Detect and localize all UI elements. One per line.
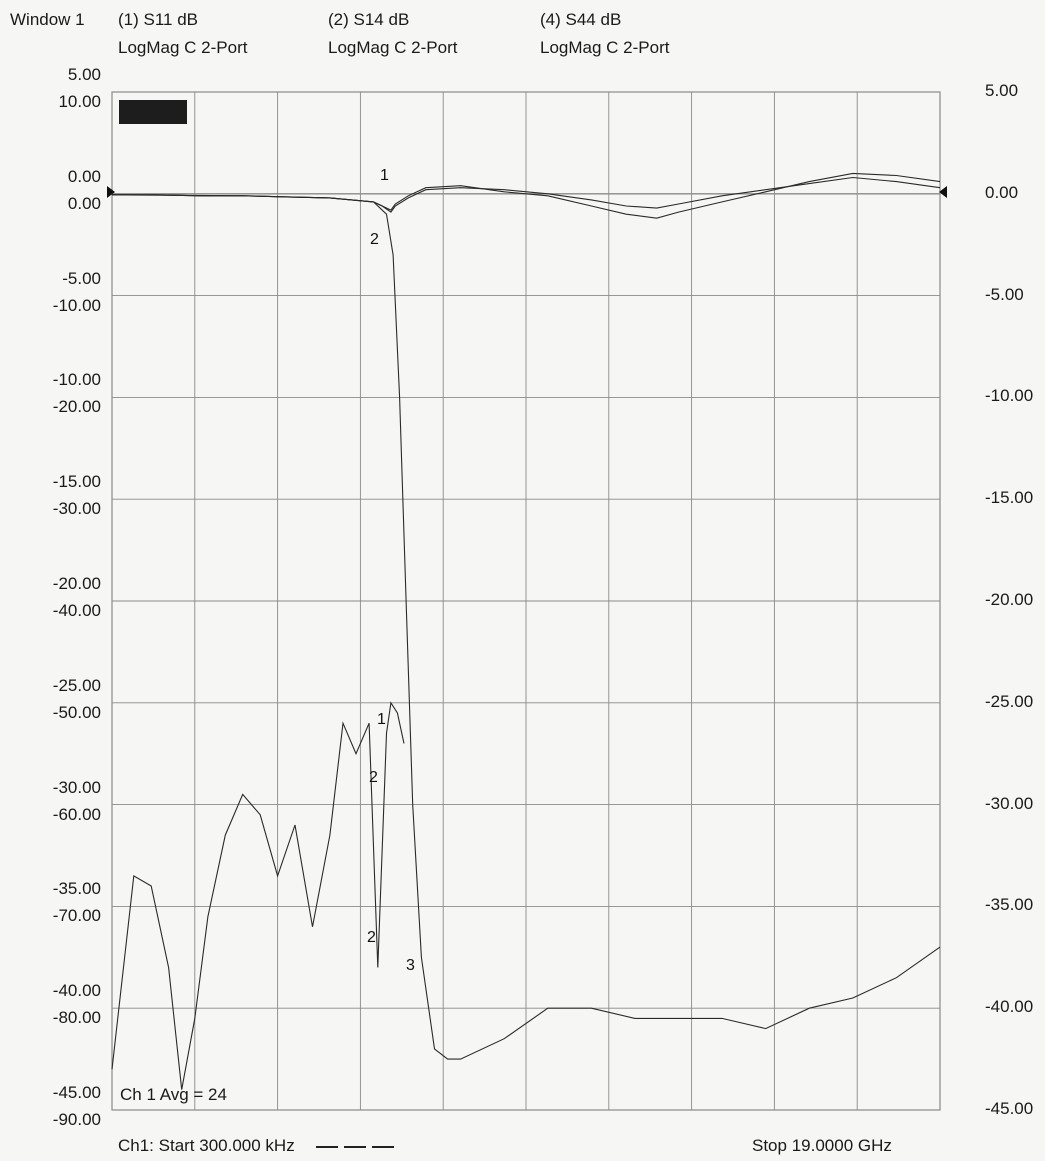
y-tick-left-inner: -70.00 <box>52 906 101 926</box>
sweep-start[interactable]: Ch1: Start 300.000 kHz <box>118 1136 397 1156</box>
marker-label: 2 <box>370 231 379 248</box>
averaging-readout: Ch 1 Avg = 24 <box>120 1085 227 1104</box>
y-tick-right: -5.00 <box>985 284 1024 304</box>
reference-arrow-left <box>107 186 115 198</box>
y-tick-left-outer: 5.00 <box>67 65 101 84</box>
y-tick-right: 5.00 <box>985 81 1019 100</box>
trace-2-format: LogMag C 2-Port <box>328 38 458 57</box>
y-tick-right: -15.00 <box>985 488 1034 508</box>
y-tick-right: -25.00 <box>985 691 1034 711</box>
y-tick-left-inner: -30.00 <box>52 499 101 519</box>
y-tick-left-outer: 0.00 <box>67 166 101 186</box>
y-tick-right: -10.00 <box>985 386 1034 406</box>
trace-2-id: (2) <box>328 10 349 29</box>
y-tick-left-outer: -35.00 <box>52 879 101 899</box>
y-tick-left-outer: -25.00 <box>52 675 101 695</box>
y-tick-left-inner: -60.00 <box>52 804 101 824</box>
y-tick-left-inner: -90.00 <box>52 1110 101 1129</box>
trace-line <box>111 701 405 1090</box>
trace-4-id: (4) <box>540 10 561 29</box>
trace-group <box>111 172 941 1090</box>
y-tick-left-inner: -40.00 <box>52 601 101 620</box>
marker-label: 2 <box>369 769 378 786</box>
trace-line <box>111 194 941 1060</box>
y-tick-left-inner: 10.00 <box>58 92 101 111</box>
sweep-start-text: Ch1: Start 300.000 kHz <box>118 1136 295 1155</box>
y-tick-left-inner: -10.00 <box>52 295 101 315</box>
y-tick-left-outer: -30.00 <box>52 777 101 797</box>
y-tick-right: -20.00 <box>985 590 1034 609</box>
marker-label: 2 <box>367 929 376 946</box>
y-tick-left-outer: -5.00 <box>62 268 101 288</box>
trace-1-id: (1) <box>118 10 139 29</box>
trace-1-name: S11 dB <box>143 10 199 29</box>
y-tick-left-inner: -80.00 <box>52 1008 101 1028</box>
y-tick-left-outer: -20.00 <box>52 574 101 593</box>
window-label: Window 1 <box>10 10 85 29</box>
y-tick-right: -35.00 <box>985 895 1034 915</box>
plot-grid <box>111 91 941 1111</box>
sweep-stop[interactable]: Stop 19.0000 GHz <box>752 1136 892 1155</box>
trace-1-param[interactable]: (1) S11 dB <box>118 10 198 30</box>
y-tick-right: -40.00 <box>985 997 1034 1017</box>
y-tick-right: -30.00 <box>985 793 1034 813</box>
marker-group: 1 2 1 2 2 3 <box>367 167 415 974</box>
trace-2-param[interactable]: (2) S14 dB <box>328 10 409 30</box>
y-tick-left-outer: -15.00 <box>52 472 101 492</box>
reference-arrow-right <box>939 186 947 198</box>
y-tick-right: 0.00 <box>985 182 1019 202</box>
trace-4-name: S44 dB <box>565 10 622 29</box>
y-tick-left-inner: -50.00 <box>52 702 101 722</box>
trace-1-format: LogMag C 2-Port <box>118 38 248 57</box>
trace-4-format: LogMag C 2-Port <box>540 38 670 57</box>
active-window-badge <box>119 100 187 124</box>
marker-label: 1 <box>377 711 386 728</box>
dash-icon <box>313 1136 397 1155</box>
y-tick-left-outer: -45.00 <box>52 1083 101 1102</box>
marker-label: 3 <box>406 957 415 974</box>
y-tick-left-outer: -40.00 <box>52 981 101 1001</box>
y-tick-left-inner: -20.00 <box>52 397 101 417</box>
marker-label: 1 <box>380 167 389 184</box>
y-tick-right: -45.00 <box>985 1099 1034 1118</box>
trace-4-param[interactable]: (4) S44 dB <box>540 10 621 30</box>
y-tick-left-inner: 0.00 <box>67 193 101 213</box>
y-tick-left-outer: -10.00 <box>52 370 101 390</box>
trace-2-name: S14 dB <box>353 10 410 29</box>
